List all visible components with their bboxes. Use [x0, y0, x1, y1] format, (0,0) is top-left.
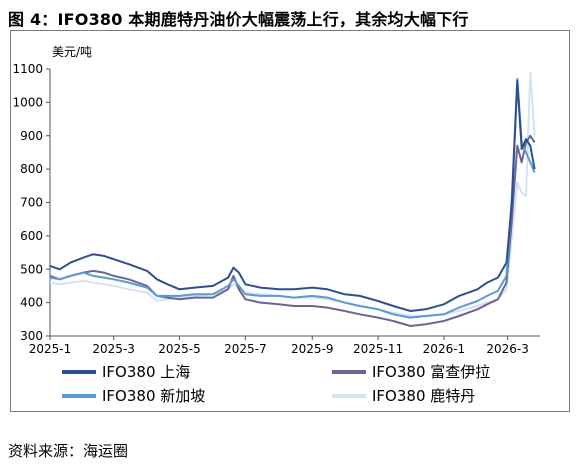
y-tick-label: 800 — [20, 162, 43, 176]
x-tick-label: 2025-11 — [353, 342, 403, 356]
series-line-3 — [49, 78, 536, 319]
legend-label-3: IFO380 新加坡 — [102, 387, 205, 405]
series-line-4 — [49, 71, 536, 317]
y-axis-unit-label: 美元/吨 — [52, 45, 92, 59]
x-tick-label: 2026-3 — [486, 342, 529, 356]
y-ticks: 300 400 500 600 700 800 900 1000 1100 — [12, 62, 50, 343]
x-tick-label: 2025-1 — [29, 342, 72, 356]
y-tick-label: 700 — [20, 196, 43, 210]
legend-label-4: IFO380 鹿特丹 — [372, 387, 475, 405]
y-tick-label: 900 — [20, 129, 43, 143]
series-line-2 — [49, 134, 536, 327]
legend-label-1: IFO380 上海 — [102, 363, 190, 381]
series-lines — [49, 71, 536, 327]
source-note: 资料来源：海运圈 — [8, 442, 129, 460]
legend-label-2: IFO380 富查伊拉 — [372, 363, 490, 381]
y-tick-label: 500 — [20, 262, 43, 276]
x-tick-label: 2025-3 — [92, 342, 135, 356]
x-tick-label: 2025-7 — [224, 342, 267, 356]
x-tick-label: 2025-9 — [291, 342, 334, 356]
x-tick-label: 2025-5 — [158, 342, 201, 356]
series-line-1 — [49, 79, 536, 312]
legend: IFO380 上海 IFO380 富查伊拉 IFO380 新加坡 IFO380 鹿特丹 — [62, 363, 490, 405]
figure-title: 图 4：IFO380 本期鹿特丹油价大幅震荡上行，其余均大幅下行 — [8, 10, 469, 29]
x-tick-label: 2026-1 — [423, 342, 466, 356]
y-tick-label: 1000 — [12, 95, 43, 109]
y-tick-label: 400 — [20, 296, 43, 310]
x-ticks: 2025-1 2025-3 2025-5 2025-7 2025-9 2025-11 202… — [29, 336, 529, 356]
y-tick-label: 1100 — [12, 62, 43, 76]
y-tick-label: 300 — [20, 329, 43, 343]
y-tick-label: 600 — [20, 229, 43, 243]
chart-frame — [10, 30, 570, 412]
